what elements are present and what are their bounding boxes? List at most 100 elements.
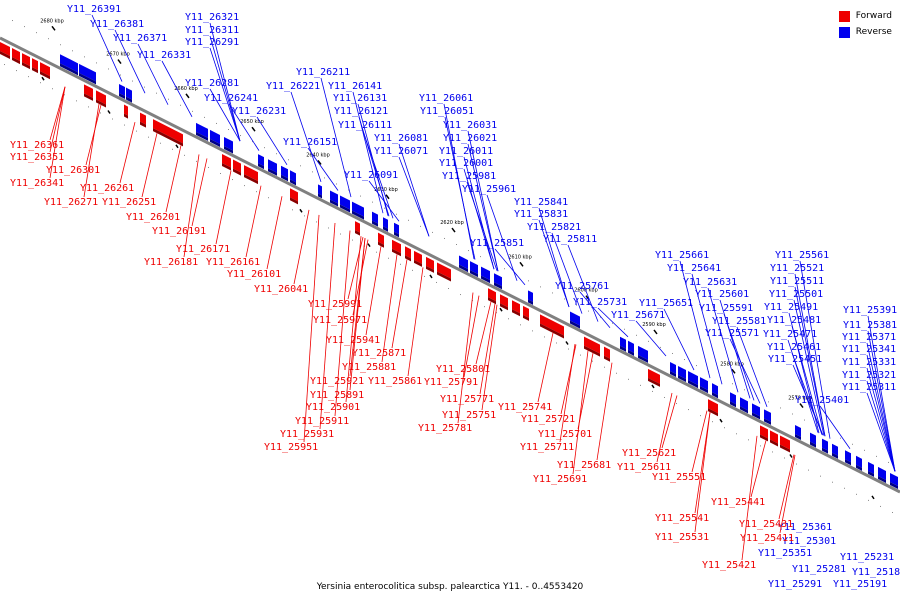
- reverse-connector: [444, 116, 476, 260]
- forward-gene-shade: [405, 255, 411, 262]
- track-dot: [396, 213, 397, 215]
- kbp-tick-label: 2580 kbp: [720, 361, 744, 367]
- reverse-gene: [258, 154, 264, 167]
- forward-connector: [481, 304, 498, 411]
- reverse-connector: [320, 77, 352, 198]
- forward-gene-label: Y11_26261: [80, 183, 134, 194]
- track-dot: [40, 82, 41, 84]
- reverse-gene: [119, 84, 125, 97]
- forward-connector: [656, 392, 673, 463]
- track-dot: [64, 94, 65, 96]
- reverse-gene-shade: [868, 470, 874, 477]
- reverse-gene-shade: [281, 174, 288, 182]
- track-mark: [651, 384, 655, 389]
- reverse-gene-shade: [196, 131, 208, 141]
- reverse-gene-shade: [394, 231, 399, 238]
- track-dot: [72, 50, 73, 52]
- forward-connector: [347, 237, 364, 300]
- kbp-tick-label: 2670 kbp: [106, 52, 130, 58]
- forward-gene-shade: [488, 297, 496, 305]
- forward-gene-shade: [355, 230, 360, 236]
- track-mark: [499, 307, 503, 312]
- reverse-gene-label: Y11_25461: [767, 342, 821, 353]
- forward-connector: [49, 86, 66, 141]
- forward-gene: [540, 314, 564, 336]
- track-dot: [468, 250, 469, 252]
- reverse-gene-shade: [730, 401, 736, 408]
- reverse-gene-shade: [352, 210, 364, 220]
- reverse-gene: [878, 466, 886, 480]
- forward-gene-label: Y11_25991: [308, 299, 362, 310]
- forward-gene-label: Y11_25611: [617, 462, 671, 473]
- reverse-connector: [866, 392, 896, 472]
- reverse-gene: [224, 136, 233, 151]
- track-dot: [352, 239, 353, 241]
- reverse-gene-shade: [620, 345, 626, 352]
- forward-gene-shade: [153, 128, 183, 147]
- reverse-gene: [528, 290, 533, 302]
- track-dot: [724, 427, 725, 429]
- forward-gene-shade: [124, 113, 128, 119]
- forward-gene-shade: [770, 439, 778, 447]
- reverse-gene: [383, 217, 388, 229]
- reverse-gene: [470, 261, 478, 275]
- forward-gene-shade: [648, 377, 660, 387]
- track-dot: [792, 413, 793, 415]
- reverse-connector: [866, 342, 896, 472]
- forward-connector: [319, 222, 336, 430]
- forward-gene-label: Y11_25681: [557, 460, 611, 471]
- reverse-gene: [268, 159, 277, 173]
- reverse-connector: [161, 60, 193, 118]
- reverse-gene-label: Y11_26091: [344, 170, 398, 181]
- track-dot: [504, 268, 505, 270]
- forward-gene-shade: [378, 241, 384, 248]
- forward-gene-label: Y11_25921: [310, 376, 364, 387]
- track-dot: [676, 403, 677, 405]
- reverse-gene-shade: [764, 418, 771, 425]
- forward-gene-label: Y11_26361: [10, 140, 64, 151]
- forward-gene-label: Y11_25541: [655, 513, 709, 524]
- track-dot: [76, 100, 77, 102]
- kbp-tick-label: 2650 kbp: [240, 119, 264, 125]
- reverse-gene-shade: [856, 464, 862, 471]
- forward-gene: [32, 58, 38, 71]
- forward-connector: [334, 230, 351, 417]
- track-dot: [208, 166, 209, 168]
- kbp-tick-label: 2610 kbp: [508, 254, 532, 260]
- track-dot: [16, 70, 17, 72]
- reverse-gene-label: Y11_26281: [185, 78, 239, 89]
- track-dot: [652, 390, 653, 392]
- reverse-connector: [663, 308, 695, 371]
- reverse-gene: [730, 392, 736, 405]
- reverse-gene: [890, 472, 898, 486]
- forward-gene-label: Y11_25721: [521, 414, 575, 425]
- reverse-gene-label: Y11_26211: [296, 67, 350, 78]
- reverse-connector: [723, 313, 755, 401]
- reverse-gene: [290, 170, 296, 183]
- track-dot: [132, 80, 133, 82]
- forward-connector: [463, 295, 480, 378]
- reverse-gene-label: Y11_25601: [695, 289, 749, 300]
- track-dot: [640, 384, 641, 386]
- track-dot: [616, 372, 617, 374]
- reverse-gene-label: Y11_25561: [775, 250, 829, 261]
- forward-connector: [391, 259, 408, 349]
- track-dot: [312, 171, 313, 173]
- forward-gene-label: Y11_25691: [533, 474, 587, 485]
- reverse-swatch: [838, 26, 850, 38]
- forward-gene-label: Y11_26251: [102, 197, 156, 208]
- track-dot: [844, 487, 845, 489]
- reverse-connector: [799, 260, 831, 439]
- forward-gene: [392, 239, 401, 254]
- track-dot: [748, 439, 749, 441]
- track-dot: [580, 354, 581, 356]
- reverse-connector: [794, 273, 826, 437]
- track-dot: [264, 147, 265, 149]
- track-dot: [412, 269, 413, 271]
- forward-gene-shade: [540, 323, 564, 339]
- track-dot: [96, 62, 97, 64]
- reverse-gene-label: Y11_25731: [573, 297, 627, 308]
- track-dot: [484, 306, 485, 308]
- track-dot: [12, 20, 13, 22]
- legend: Forward Reverse: [838, 8, 892, 40]
